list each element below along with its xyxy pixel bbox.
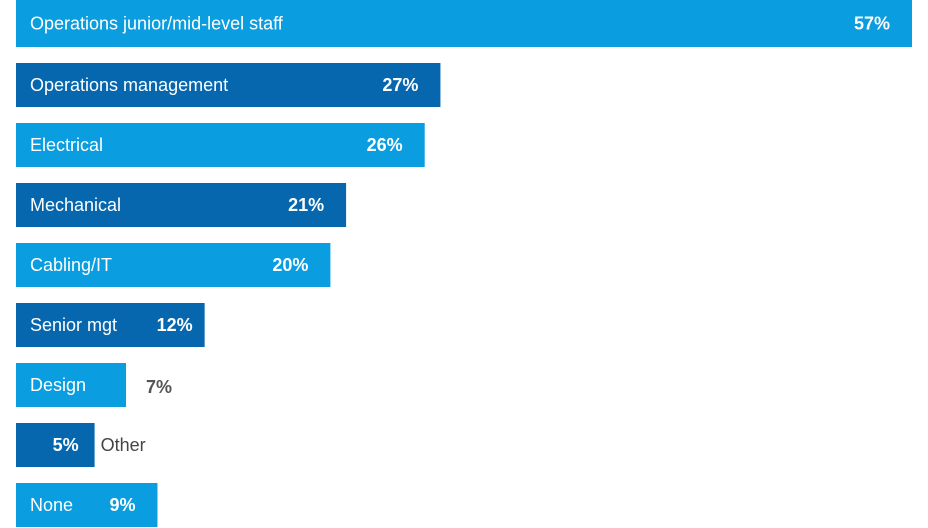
value-label: 21% — [288, 195, 324, 215]
value-label: 7% — [146, 377, 172, 397]
bar — [16, 123, 425, 167]
category-label: Cabling/IT — [30, 255, 112, 275]
value-label: 20% — [272, 255, 308, 275]
bar — [16, 183, 347, 227]
category-label: None — [30, 495, 73, 515]
value-label: 9% — [109, 495, 135, 515]
category-label: Design — [30, 375, 86, 395]
bar — [16, 423, 95, 467]
bar — [16, 303, 205, 347]
category-label: Senior mgt — [30, 315, 117, 335]
value-label: 57% — [854, 13, 890, 33]
category-label: Operations management — [30, 75, 228, 95]
category-label: Operations junior/mid-level staff — [30, 13, 284, 33]
bar — [16, 483, 158, 527]
bar — [16, 63, 441, 107]
bar — [16, 243, 331, 287]
value-label: 26% — [367, 135, 403, 155]
value-label: 5% — [53, 435, 79, 455]
category-label: Other — [101, 435, 146, 455]
bar — [16, 0, 912, 47]
bar — [16, 363, 127, 407]
category-label: Electrical — [30, 135, 103, 155]
value-label: 12% — [157, 315, 193, 335]
value-label: 27% — [382, 75, 418, 95]
category-label: Mechanical — [30, 195, 121, 215]
